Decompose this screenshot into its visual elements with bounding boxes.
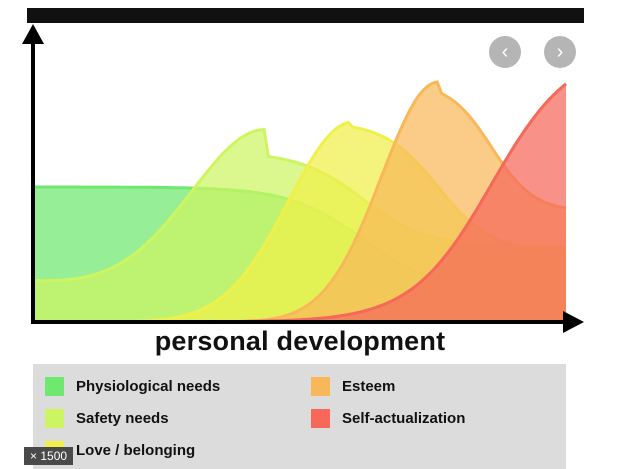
previous-button[interactable]: ‹ (489, 36, 521, 68)
x-axis-label: personal development (154, 326, 446, 356)
legend-swatch (311, 408, 330, 428)
top-bar (27, 8, 584, 23)
x-axis-arrow (563, 311, 584, 333)
legend-label: Love / belonging (76, 441, 196, 459)
chevron-right-icon: › (556, 40, 564, 63)
legend-label: Esteem (342, 377, 396, 395)
legend-item-self-actualization: Self-actualization (311, 406, 465, 430)
legend-item-esteem: Esteem (311, 374, 395, 398)
chevron-left-icon: ‹ (501, 40, 509, 63)
area-esteem (33, 82, 566, 322)
resolution-badge: × 1500 (24, 447, 74, 465)
legend-swatch (45, 376, 64, 396)
legend-label: Safety needs (76, 409, 169, 427)
legend-swatch (45, 408, 64, 428)
y-axis-arrow (22, 24, 44, 44)
legend-item-physiological: Physiological needs (45, 374, 220, 398)
legend: Physiological needs Safety needs Love / … (33, 364, 566, 469)
legend-item-safety: Safety needs (45, 406, 169, 430)
next-button[interactable]: › (544, 36, 576, 68)
area-self (33, 83, 566, 322)
legend-label: Self-actualization (342, 409, 466, 427)
legend-swatch (311, 376, 330, 396)
legend-label: Physiological needs (76, 377, 221, 395)
